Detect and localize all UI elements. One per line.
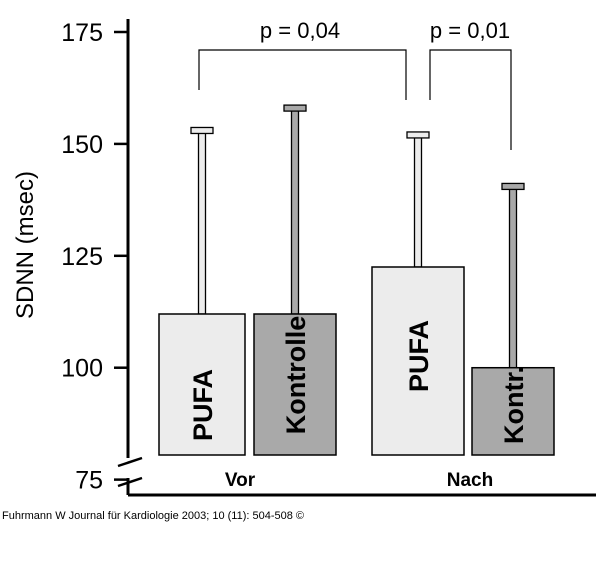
error-bar-stem [508,185,518,369]
sdnn-bar-chart: SDNN (msec) 175 150 125 100 75 PUFA Kontrolle… [12,18,596,497]
y-axis-title: SDNN (msec) [12,171,39,319]
bar [158,313,246,456]
group-label: Vor [225,470,256,491]
y-tick-label: 75 [75,467,103,495]
group-label: Nach [447,470,493,491]
error-bar-cap [283,104,307,112]
p-value-label: p = 0,04 [260,18,340,43]
significance-bracket [429,49,512,150]
error-bar-stem [413,134,423,268]
error-bar-stem [290,107,300,315]
significance-bracket [198,49,407,100]
axis-break-mark-lower [117,476,143,488]
bar-label: Kontr. [499,366,529,444]
error-bar-cap [406,131,430,139]
y-tick-label: 175 [61,19,103,47]
p-value-label: p = 0,01 [430,18,510,43]
bar-label: PUFA [188,369,218,441]
source-caption: Fuhrmann W Journal für Kardiologie 2003;… [2,510,305,522]
bar-label: Kontrolle [281,316,311,435]
bar [253,313,337,456]
bar-label: PUFA [404,320,434,392]
y-tick-label: 150 [61,131,103,159]
y-tick-label: 100 [61,355,103,383]
error-bar-cap [501,182,525,191]
axis-break-mark-upper [117,456,143,468]
bar [471,366,555,456]
error-bar-cap [190,126,214,135]
y-tick-label: 125 [61,243,103,271]
error-bar-stem [197,129,207,315]
bar [371,266,465,456]
